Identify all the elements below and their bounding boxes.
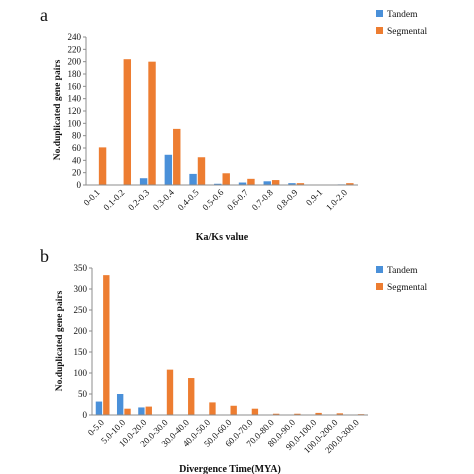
x-tick-label-a-6: 0.6-0.7 xyxy=(225,187,250,212)
chart-panel-b: b 0 50 100 150 200 250 300 350 0-5.05.0-10.010.… xyxy=(40,246,427,474)
bar-tandem-b-1 xyxy=(116,394,124,415)
bar-segmental-a-5 xyxy=(222,173,230,185)
x-tick-label-a-7: 0.7-0.8 xyxy=(250,187,275,212)
legend-swatch-segmental-b xyxy=(376,283,383,290)
bar-segmental-b-3 xyxy=(166,369,174,415)
y-tick-labels-b: 0 50 100 150 200 250 300 350 xyxy=(74,263,88,420)
bar-segmental-a-7 xyxy=(271,180,280,185)
x-tick-label-a-0: 0-0.1 xyxy=(81,187,101,207)
y-axis-label-b: No.duplicated gene pairs xyxy=(55,290,65,391)
bar-segmental-b-0 xyxy=(103,275,110,415)
legend-label-segmental-b: Segmental xyxy=(387,283,427,293)
y-tick-label-b: 250 xyxy=(74,305,88,315)
y-tick-label-b: 0 xyxy=(83,410,88,420)
x-tick-labels-b: 0-5.05.0-10.010.0-20.020.0-30.030.0-40.0… xyxy=(86,417,361,455)
y-tick-label-b: 350 xyxy=(74,263,88,273)
y-tick-label-a: 60 xyxy=(72,143,82,153)
bar-segmental-b-10 xyxy=(315,412,322,415)
bar-tandem-a-4 xyxy=(189,173,197,185)
axes-a xyxy=(83,36,358,186)
x-tick-label-a-10: 1.0-2.0 xyxy=(324,187,349,212)
legend-swatch-tandem-a xyxy=(376,10,383,17)
y-tick-label-a: 40 xyxy=(72,155,82,165)
legend-a: Tandem Segmental xyxy=(376,10,427,37)
x-tick-label-a-8: 0.8-0.9 xyxy=(274,187,299,212)
bar-tandem-a-7 xyxy=(263,181,271,185)
bar-segmental-b-9 xyxy=(294,413,301,415)
legend-label-tandem-b: Tandem xyxy=(387,266,418,276)
x-tick-label-a-5: 0.5-0.6 xyxy=(200,187,225,212)
y-tick-label-b: 50 xyxy=(78,389,88,399)
bar-segmental-b-1 xyxy=(124,408,131,415)
y-tick-labels-a: 0 20 40 60 80 100 120 140 160 180 200 220 240 xyxy=(68,32,82,190)
bar-tandem-a-3 xyxy=(164,154,173,185)
bar-segmental-a-6 xyxy=(247,178,255,185)
y-tick-label-b: 200 xyxy=(74,326,88,336)
chart-panel-a: a 0 20 40 60 80 100 120 140 160 180 200 220 240 0-0.… xyxy=(40,5,427,243)
panel-label-b: b xyxy=(40,246,49,266)
bars-a xyxy=(98,59,354,186)
bar-segmental-b-4 xyxy=(188,378,195,415)
bar-segmental-a-1 xyxy=(123,59,132,186)
bar-segmental-b-7 xyxy=(251,408,259,415)
x-axis-label-b: Divergence Time(MYA) xyxy=(179,464,281,474)
y-tick-label-a: 100 xyxy=(68,118,82,128)
y-axis-label-a: No.duplicated gene pairs xyxy=(53,59,63,160)
axes-b xyxy=(89,267,368,416)
legend-label-segmental-a: Segmental xyxy=(387,27,427,37)
legend-swatch-tandem-b xyxy=(376,266,383,273)
y-tick-label-a: 240 xyxy=(68,32,82,42)
legend-label-tandem-a: Tandem xyxy=(387,10,418,20)
y-tick-label-a: 120 xyxy=(68,106,82,116)
y-tick-label-b: 300 xyxy=(74,284,88,294)
y-tick-label-b: 100 xyxy=(74,368,88,378)
panel-label-a: a xyxy=(40,5,48,25)
y-tick-label-a: 20 xyxy=(72,168,82,178)
y-tick-label-a: 80 xyxy=(72,131,82,141)
bar-segmental-b-8 xyxy=(272,413,280,415)
bar-tandem-a-6 xyxy=(238,182,247,185)
bar-segmental-b-2 xyxy=(145,406,152,415)
y-tick-label-a: 200 xyxy=(68,57,82,67)
bar-tandem-a-8 xyxy=(288,183,296,185)
y-tick-label-a: 220 xyxy=(68,44,82,54)
bar-segmental-a-0 xyxy=(98,147,107,185)
y-tick-label-a: 180 xyxy=(68,69,82,79)
bar-segmental-a-8 xyxy=(296,183,305,185)
legend-b: Tandem Segmental xyxy=(376,266,427,293)
y-tick-label-a: 160 xyxy=(68,81,82,91)
bar-segmental-b-11 xyxy=(336,413,344,415)
x-tick-label-a-1: 0.1-0.2 xyxy=(101,187,126,212)
x-tick-label-a-9: 0.9-1 xyxy=(304,187,324,207)
x-axis-label-a: Ka/Ks value xyxy=(196,232,249,243)
y-tick-label-b: 150 xyxy=(74,347,88,357)
legend-swatch-segmental-a xyxy=(376,27,383,34)
bar-tandem-a-5 xyxy=(214,183,222,185)
x-tick-label-a-3: 0.3-0.4 xyxy=(151,187,176,212)
bar-segmental-b-5 xyxy=(209,402,216,415)
y-tick-label-a: 140 xyxy=(68,94,82,104)
bars-b xyxy=(95,275,365,415)
x-tick-label-a-2: 0.2-0.3 xyxy=(126,187,151,212)
y-tick-label-a: 0 xyxy=(77,180,82,190)
bar-segmental-a-2 xyxy=(148,61,156,185)
bar-tandem-a-2 xyxy=(139,178,148,185)
bar-segmental-a-4 xyxy=(197,157,206,185)
bar-tandem-b-0 xyxy=(95,401,103,415)
x-tick-labels-a: 0-0.1 0.1-0.2 0.2-0.3 0.3-0.4 0.4-0.5 0.5-0.6… xyxy=(81,187,349,212)
bar-segmental-b-6 xyxy=(230,405,237,415)
bar-tandem-b-2 xyxy=(138,407,145,415)
bar-segmental-a-10 xyxy=(346,183,354,185)
x-tick-label-a-4: 0.4-0.5 xyxy=(176,187,201,212)
bar-segmental-a-3 xyxy=(173,128,181,185)
